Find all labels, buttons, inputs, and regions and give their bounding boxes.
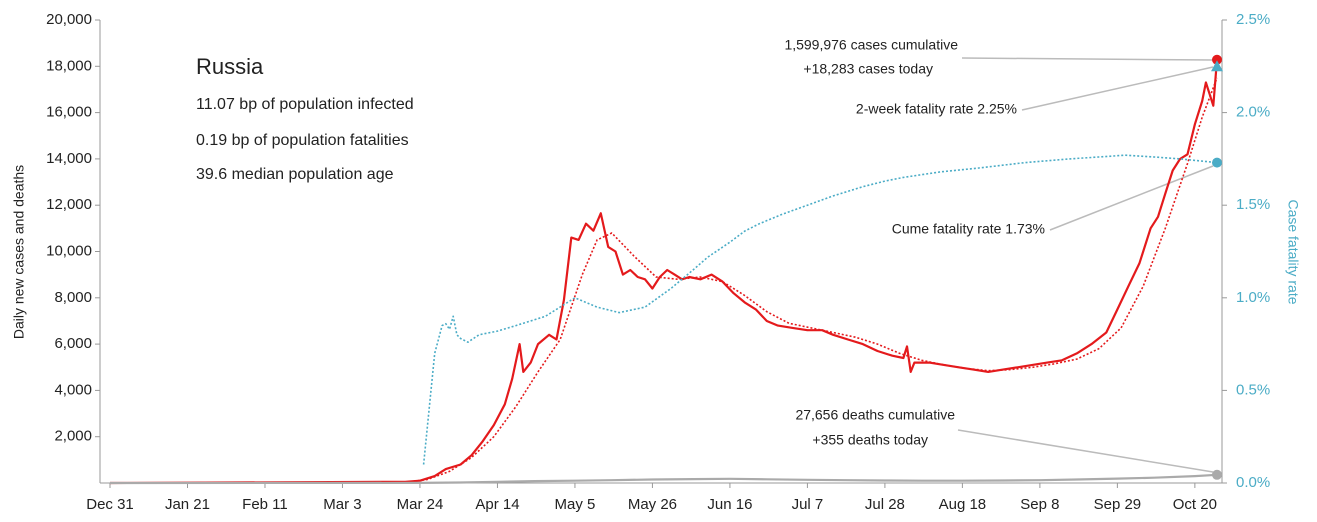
- end-marker: [1212, 54, 1222, 65]
- series-line: [109, 59, 1219, 485]
- y2-tick-label: 0.5%: [1236, 381, 1270, 398]
- x-tick-label: Apr 14: [475, 496, 519, 513]
- x-tick-label: Mar 3: [323, 496, 361, 513]
- x-tick-label: Dec 31: [86, 496, 134, 513]
- x-tick-label: Mar 24: [397, 496, 444, 513]
- x-tick-label: Sep 29: [1094, 496, 1142, 513]
- y2-tick-label: 1.5%: [1236, 196, 1270, 213]
- x-tick-label: Jan 21: [165, 496, 210, 513]
- x-tick-label: Feb 11: [242, 496, 288, 513]
- info-title: Russia: [196, 54, 264, 79]
- series-line: [109, 473, 1218, 485]
- series-line: [422, 154, 1218, 465]
- end-marker: [1212, 469, 1222, 480]
- info-line: 11.07 bp of population infected: [196, 96, 414, 113]
- y-tick-label: 16,000: [46, 104, 92, 121]
- y-axis-label: Daily new cases and deaths: [11, 165, 27, 339]
- y-tick-label: 18,000: [46, 57, 92, 74]
- y2-tick-label: 2.5%: [1236, 11, 1270, 28]
- y-tick-label: 20,000: [46, 11, 92, 28]
- x-tick-label: Oct 20: [1173, 496, 1217, 513]
- y-tick-label: 4,000: [54, 381, 92, 398]
- series-line: [109, 77, 1218, 484]
- y2-tick-label: 0.0%: [1236, 474, 1270, 491]
- annotation: 1,599,976 cases cumulative: [784, 37, 958, 53]
- y-tick-label: 10,000: [46, 242, 92, 259]
- y-tick-label: 8,000: [54, 289, 92, 306]
- leader-line: [957, 429, 1214, 473]
- info-line: 39.6 median population age: [196, 166, 394, 183]
- end-marker: [1212, 157, 1222, 168]
- y-tick-label: 6,000: [54, 335, 92, 352]
- leader-line: [1049, 165, 1214, 231]
- leader-line: [961, 57, 1214, 61]
- y2-tick-label: 1.0%: [1236, 289, 1270, 306]
- x-tick-label: Jul 28: [865, 496, 905, 513]
- y2-axis-label: Case fatality rate: [1285, 199, 1301, 304]
- x-tick-label: Sep 8: [1020, 496, 1059, 513]
- annotation: 27,656 deaths cumulative: [795, 407, 955, 423]
- x-tick-label: Jun 16: [707, 496, 752, 513]
- y-tick-label: 2,000: [54, 428, 92, 445]
- annotation: +355 deaths today: [812, 432, 928, 448]
- y-tick-label: 14,000: [46, 150, 92, 167]
- annotation: +18,283 cases today: [803, 61, 933, 77]
- x-tick-label: May 5: [555, 496, 596, 513]
- x-tick-label: Aug 18: [939, 496, 987, 513]
- y-tick-label: 12,000: [46, 196, 92, 213]
- end-marker: [1211, 60, 1223, 72]
- x-tick-label: May 26: [628, 496, 677, 513]
- y2-tick-label: 2.0%: [1236, 104, 1270, 121]
- leader-line: [1021, 66, 1214, 111]
- info-line: 0.19 bp of population fatalities: [196, 132, 409, 149]
- x-tick-label: Jul 7: [792, 496, 824, 513]
- annotation: Cume fatality rate 1.73%: [892, 221, 1045, 237]
- annotation: 2-week fatality rate 2.25%: [856, 101, 1017, 117]
